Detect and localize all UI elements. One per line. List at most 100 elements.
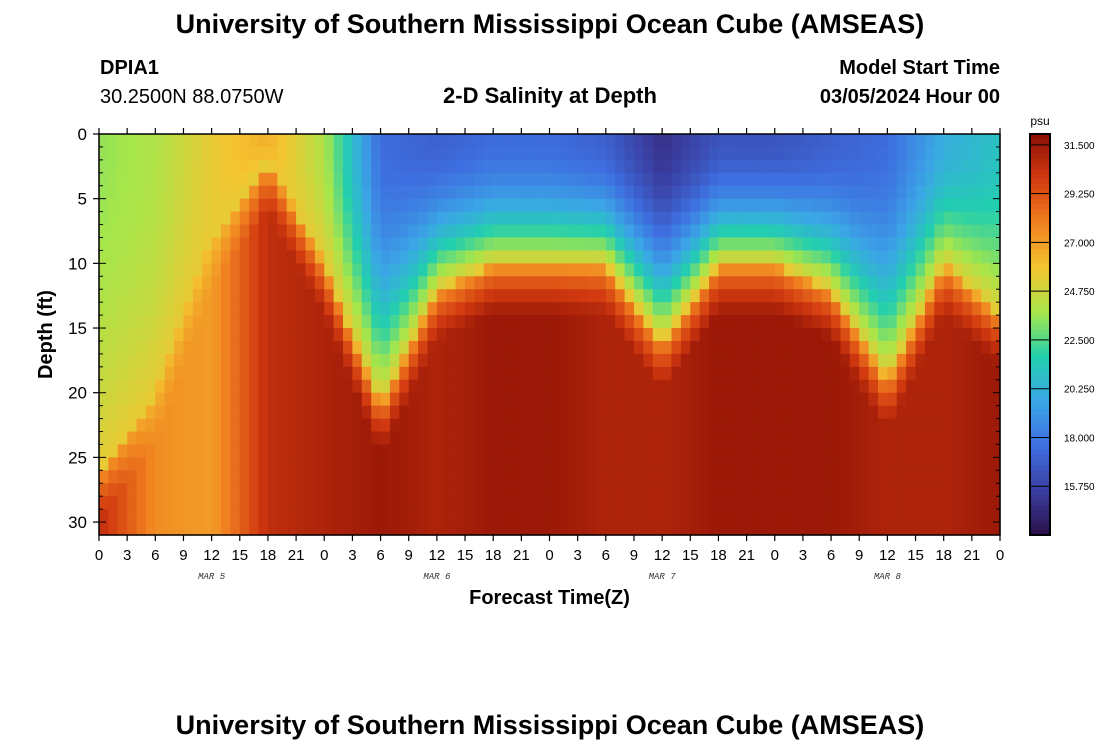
heatmap-cell <box>371 496 382 510</box>
heatmap-cell <box>361 237 372 252</box>
heatmap-cell <box>915 509 926 523</box>
heatmap-cell <box>333 172 344 187</box>
heatmap-cell <box>633 198 644 213</box>
heatmap-cell <box>690 340 701 355</box>
heatmap-cell <box>483 263 494 277</box>
heatmap-cell <box>521 366 532 381</box>
heatmap-cell <box>558 289 569 303</box>
heatmap-cell <box>662 134 673 148</box>
heatmap-cell <box>202 224 213 239</box>
heatmap-cell <box>737 146 748 161</box>
heatmap-cell <box>258 263 269 277</box>
heatmap-cell <box>408 353 419 368</box>
heatmap-cell <box>962 302 973 316</box>
heatmap-cell <box>249 134 260 148</box>
heatmap-cell <box>596 483 607 497</box>
heatmap-cell <box>699 366 710 381</box>
heatmap-cell <box>371 353 382 368</box>
heatmap-cell <box>333 340 344 355</box>
heatmap-cell <box>230 302 241 316</box>
heatmap-cell <box>643 405 654 420</box>
x-tick-label: 6 <box>602 547 610 564</box>
heatmap-cell <box>784 185 795 200</box>
heatmap-cell <box>399 289 410 303</box>
colorbar-segment <box>1030 214 1050 220</box>
heatmap-cell <box>859 224 870 239</box>
heatmap-cell <box>427 237 438 252</box>
heatmap-cell <box>164 418 175 433</box>
heatmap-cell <box>831 340 842 355</box>
colorbar-segment <box>1030 469 1050 476</box>
heatmap-cell <box>709 302 720 316</box>
heatmap-cell <box>99 172 109 187</box>
heatmap-cell <box>455 509 466 523</box>
heatmap-cell <box>446 405 457 420</box>
heatmap-cell <box>934 250 945 264</box>
heatmap-cell <box>211 146 222 161</box>
heatmap-cell <box>239 250 250 264</box>
heatmap-cell <box>727 418 738 433</box>
heatmap-cell <box>971 353 982 368</box>
heatmap-cell <box>483 276 494 290</box>
heatmap-cell <box>709 198 720 213</box>
heatmap-cell <box>934 172 945 187</box>
heatmap-cell <box>483 302 494 316</box>
heatmap-cell <box>286 250 297 264</box>
x-tick-label: 15 <box>682 547 699 564</box>
heatmap-cell <box>192 457 203 471</box>
heatmap-cell <box>577 366 588 381</box>
heatmap-cell <box>877 431 888 446</box>
heatmap-cell <box>549 496 560 510</box>
heatmap-cell <box>868 237 879 252</box>
heatmap-cell <box>615 509 626 523</box>
heatmap-cell <box>380 340 391 355</box>
heatmap-cell <box>436 418 447 433</box>
heatmap-cell <box>662 289 673 303</box>
heatmap-cell <box>812 431 823 446</box>
heatmap-cell <box>483 483 494 497</box>
heatmap-cell <box>802 379 813 394</box>
heatmap-cell <box>831 302 842 316</box>
heatmap-cell <box>164 134 175 148</box>
heatmap-cell <box>596 509 607 523</box>
heatmap-cell <box>314 237 325 252</box>
heatmap-cell <box>558 431 569 446</box>
heatmap-cell <box>587 392 598 407</box>
heatmap-cell <box>624 431 635 446</box>
heatmap-cell <box>924 159 935 174</box>
heatmap-cell <box>296 276 307 290</box>
heatmap-cell <box>831 276 842 290</box>
heatmap-cell <box>962 457 973 471</box>
heatmap-cell <box>877 392 888 407</box>
heatmap-cell <box>155 405 166 420</box>
heatmap-cell <box>624 172 635 187</box>
heatmap-cell <box>277 172 288 187</box>
heatmap-cell <box>211 522 222 536</box>
heatmap-cell <box>587 159 598 174</box>
heatmap-cell <box>164 379 175 394</box>
heatmap-cell <box>221 509 231 523</box>
heatmap-cell <box>953 172 964 187</box>
heatmap-cell <box>868 509 879 523</box>
heatmap-cell <box>568 289 579 303</box>
heatmap-cell <box>802 457 813 471</box>
heatmap-cell <box>718 185 729 200</box>
heatmap-cell <box>643 457 654 471</box>
heatmap-cell <box>859 185 870 200</box>
heatmap-cell <box>314 211 325 226</box>
heatmap-cell <box>990 289 1001 303</box>
heatmap-cell <box>305 470 316 484</box>
heatmap-cell <box>314 470 325 484</box>
heatmap-cell <box>971 457 982 471</box>
heatmap-cell <box>136 172 147 187</box>
heatmap-cell <box>465 134 476 148</box>
heatmap-cell <box>971 522 982 536</box>
heatmap-cell <box>530 470 541 484</box>
heatmap-cell <box>183 522 194 536</box>
heatmap-cell <box>652 444 663 458</box>
heatmap-cell <box>408 392 419 407</box>
heatmap-cell <box>230 146 241 161</box>
heatmap-cell <box>493 418 504 433</box>
heatmap-cell <box>643 431 654 446</box>
heatmap-cell <box>784 237 795 252</box>
